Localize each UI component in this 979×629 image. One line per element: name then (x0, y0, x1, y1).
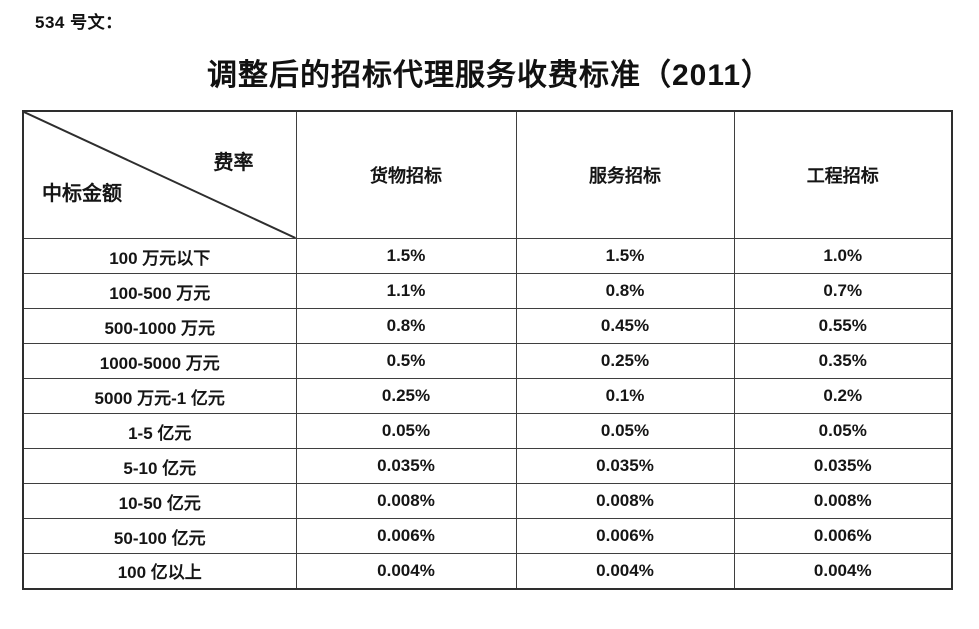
rate-cell: 1.5% (515, 238, 735, 274)
rate-cell: 0.5% (295, 343, 517, 379)
row-label-amount-tier: 5-10 亿元 (22, 448, 297, 484)
page-title: 调整后的招标代理服务收费标准（2011） (206, 59, 773, 92)
rate-cell: 0.006% (515, 518, 735, 554)
rate-cell: 1.1% (295, 273, 517, 309)
column-header-services: 服务招标 (515, 110, 735, 239)
rate-cell: 0.004% (295, 553, 517, 589)
rate-cell: 0.008% (515, 483, 735, 519)
row-label-amount-tier: 100 亿以上 (22, 553, 297, 589)
rate-cell: 0.8% (515, 273, 735, 309)
table-header-row: 费率 中标金额 货物招标 服务招标 工程招标 (22, 110, 953, 239)
rate-cell: 0.25% (295, 378, 517, 414)
rate-cell: 0.035% (515, 448, 735, 484)
table-row: 50-100 亿元 0.006% 0.006% 0.006% (22, 518, 953, 554)
rate-cell: 1.0% (733, 238, 953, 274)
rate-cell: 0.25% (515, 343, 735, 379)
rate-cell: 0.1% (515, 378, 735, 414)
table-row: 100 亿以上 0.004% 0.004% 0.004% (22, 553, 953, 589)
diagonal-divider-line (24, 112, 296, 238)
rate-cell: 0.035% (733, 448, 953, 484)
rate-cell: 1.5% (295, 238, 517, 274)
rate-cell: 0.7% (733, 273, 953, 309)
table-row: 100 万元以下 1.5% 1.5% 1.0% (22, 238, 953, 274)
table-row: 5-10 亿元 0.035% 0.035% 0.035% (22, 448, 953, 484)
rate-cell: 0.008% (733, 483, 953, 519)
table-row: 500-1000 万元 0.8% 0.45% 0.55% (22, 308, 953, 344)
row-label-amount-tier: 500-1000 万元 (22, 308, 297, 344)
rate-cell: 0.004% (515, 553, 735, 589)
rate-cell: 0.55% (733, 308, 953, 344)
rate-cell: 0.8% (295, 308, 517, 344)
rate-cell: 0.2% (733, 378, 953, 414)
corner-label-rate: 费率 (213, 152, 254, 174)
rate-cell: 0.35% (733, 343, 953, 379)
rate-cell: 0.006% (295, 518, 517, 554)
row-label-amount-tier: 50-100 亿元 (22, 518, 297, 554)
rate-cell: 0.45% (515, 308, 735, 344)
row-label-amount-tier: 1-5 亿元 (22, 413, 297, 449)
column-header-goods: 货物招标 (295, 110, 517, 239)
rate-cell: 0.05% (733, 413, 953, 449)
corner-label-bid-amount: 中标金额 (42, 183, 122, 205)
row-label-amount-tier: 10-50 亿元 (22, 483, 297, 519)
row-label-amount-tier: 100-500 万元 (22, 273, 297, 309)
rate-cell: 0.004% (733, 553, 953, 589)
table-row: 1-5 亿元 0.05% 0.05% 0.05% (22, 413, 953, 449)
diagonal-header-cell: 费率 中标金额 (22, 110, 297, 239)
rate-cell: 0.035% (295, 448, 517, 484)
row-label-amount-tier: 5000 万元-1 亿元 (22, 378, 297, 414)
table-row: 10-50 亿元 0.008% 0.008% 0.008% (22, 483, 953, 519)
doc-ref-label: 534 号文： (35, 13, 123, 32)
table-row: 100-500 万元 1.1% 0.8% 0.7% (22, 273, 953, 309)
table-row: 1000-5000 万元 0.5% 0.25% 0.35% (22, 343, 953, 379)
table-body: 100 万元以下 1.5% 1.5% 1.0% 100-500 万元 1.1% 0.8% 0.… (22, 238, 953, 589)
table-row: 5000 万元-1 亿元 0.25% 0.1% 0.2% (22, 378, 953, 414)
rate-cell: 0.006% (733, 518, 953, 554)
row-label-amount-tier: 100 万元以下 (22, 238, 297, 274)
rate-cell: 0.05% (515, 413, 735, 449)
rate-cell: 0.05% (295, 413, 517, 449)
column-header-engineering: 工程招标 (733, 110, 953, 239)
rate-cell: 0.008% (295, 483, 517, 519)
row-label-amount-tier: 1000-5000 万元 (22, 343, 297, 379)
fee-table: 费率 中标金额 货物招标 服务招标 工程招标 100 万元以下 1.5% 1.5% 1… (22, 110, 953, 590)
